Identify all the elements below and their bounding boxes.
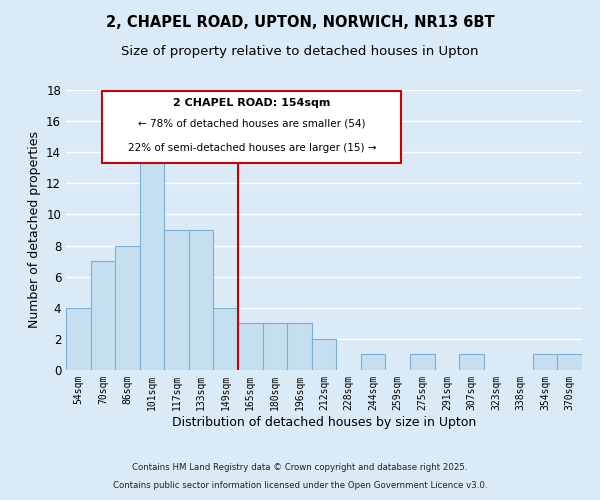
Bar — [238, 324, 263, 370]
Bar — [164, 230, 189, 370]
Bar — [140, 152, 164, 370]
Bar — [66, 308, 91, 370]
Text: 2, CHAPEL ROAD, UPTON, NORWICH, NR13 6BT: 2, CHAPEL ROAD, UPTON, NORWICH, NR13 6BT — [106, 15, 494, 30]
Bar — [312, 339, 336, 370]
X-axis label: Distribution of detached houses by size in Upton: Distribution of detached houses by size … — [172, 416, 476, 428]
Bar — [287, 324, 312, 370]
Text: 2 CHAPEL ROAD: 154sqm: 2 CHAPEL ROAD: 154sqm — [173, 98, 331, 108]
FancyBboxPatch shape — [102, 92, 401, 163]
Bar — [263, 324, 287, 370]
Bar — [115, 246, 140, 370]
Bar — [533, 354, 557, 370]
Text: Size of property relative to detached houses in Upton: Size of property relative to detached ho… — [121, 45, 479, 58]
Bar — [410, 354, 434, 370]
Bar — [189, 230, 214, 370]
Text: Contains public sector information licensed under the Open Government Licence v3: Contains public sector information licen… — [113, 481, 487, 490]
Y-axis label: Number of detached properties: Number of detached properties — [28, 132, 41, 328]
Bar — [361, 354, 385, 370]
Bar — [214, 308, 238, 370]
Bar — [459, 354, 484, 370]
Bar — [557, 354, 582, 370]
Bar — [91, 261, 115, 370]
Text: Contains HM Land Registry data © Crown copyright and database right 2025.: Contains HM Land Registry data © Crown c… — [132, 464, 468, 472]
Text: ← 78% of detached houses are smaller (54): ← 78% of detached houses are smaller (54… — [138, 118, 365, 128]
Text: 22% of semi-detached houses are larger (15) →: 22% of semi-detached houses are larger (… — [128, 143, 376, 153]
